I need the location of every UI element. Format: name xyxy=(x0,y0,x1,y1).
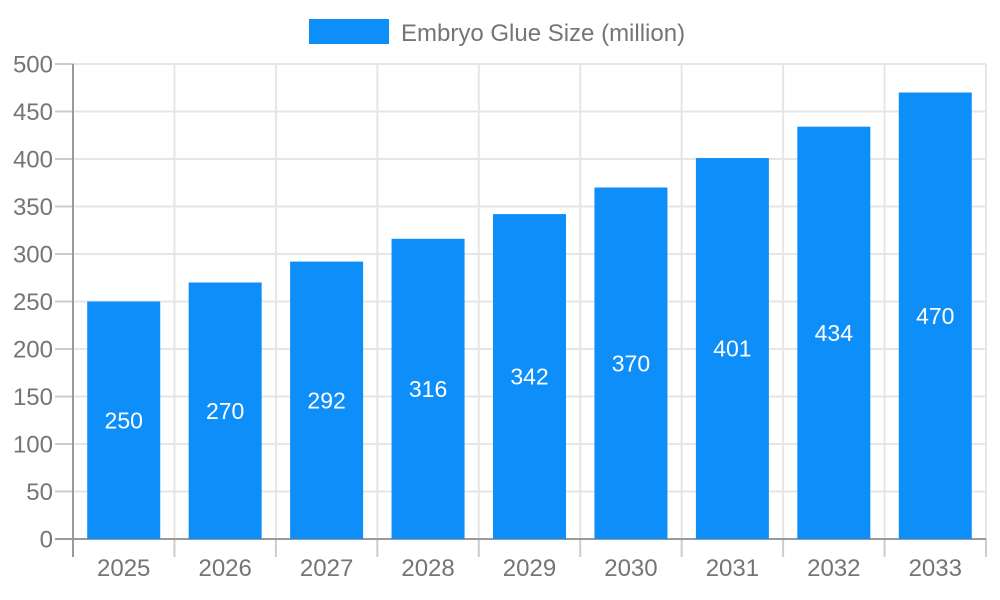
y-tick-label: 500 xyxy=(13,51,53,78)
x-tick-label: 2028 xyxy=(401,555,454,582)
bar-value-label: 270 xyxy=(206,398,244,424)
bar-value-label: 370 xyxy=(612,350,650,376)
bar[interactable] xyxy=(493,214,566,539)
legend-swatch[interactable] xyxy=(309,19,389,44)
bar[interactable] xyxy=(797,126,871,539)
x-tick-label: 2030 xyxy=(604,555,657,582)
bar[interactable] xyxy=(695,158,769,540)
bar[interactable] xyxy=(87,301,161,540)
y-tick-label: 350 xyxy=(13,194,53,221)
x-tick-label: 2027 xyxy=(300,555,353,582)
bar[interactable] xyxy=(391,238,465,540)
x-tick-label: 2025 xyxy=(97,555,150,582)
y-tick-label: 400 xyxy=(13,146,53,173)
bar-value-label: 250 xyxy=(105,407,143,433)
y-tick-label: 200 xyxy=(13,336,53,363)
bar-value-label: 342 xyxy=(510,364,548,390)
legend-label[interactable]: Embryo Glue Size (million) xyxy=(401,20,685,47)
x-tick-label: 2031 xyxy=(706,555,759,582)
bar[interactable] xyxy=(290,261,364,539)
bar[interactable] xyxy=(594,187,668,540)
x-tick-label: 2032 xyxy=(807,555,860,582)
y-tick-label: 450 xyxy=(13,99,53,126)
bar[interactable] xyxy=(898,92,972,540)
y-tick-label: 0 xyxy=(40,526,53,553)
bar-value-label: 470 xyxy=(916,303,954,329)
bar-series: 250 270 292 316 342 370 401 434 470 xyxy=(87,92,972,540)
bar-value-label: 316 xyxy=(409,376,447,402)
legend[interactable]: Embryo Glue Size (million) xyxy=(309,19,685,47)
y-tick-label: 100 xyxy=(13,431,53,458)
bar-value-label: 292 xyxy=(307,387,345,413)
bar-value-label: 401 xyxy=(713,336,751,362)
y-tick-label: 50 xyxy=(26,479,53,506)
y-tick-label: 300 xyxy=(13,241,53,268)
x-tick-label: 2029 xyxy=(503,555,556,582)
y-tick-label: 250 xyxy=(13,289,53,316)
x-tick-label: 2026 xyxy=(198,555,251,582)
y-tick-label: 150 xyxy=(13,384,53,411)
bar-value-label: 434 xyxy=(815,320,854,346)
bar[interactable] xyxy=(188,282,262,540)
axis-labels: 0 50 100 150 200 250 300 350 400 450 500 2025 2026 20… xyxy=(13,51,962,582)
x-tick-label: 2033 xyxy=(909,555,962,582)
